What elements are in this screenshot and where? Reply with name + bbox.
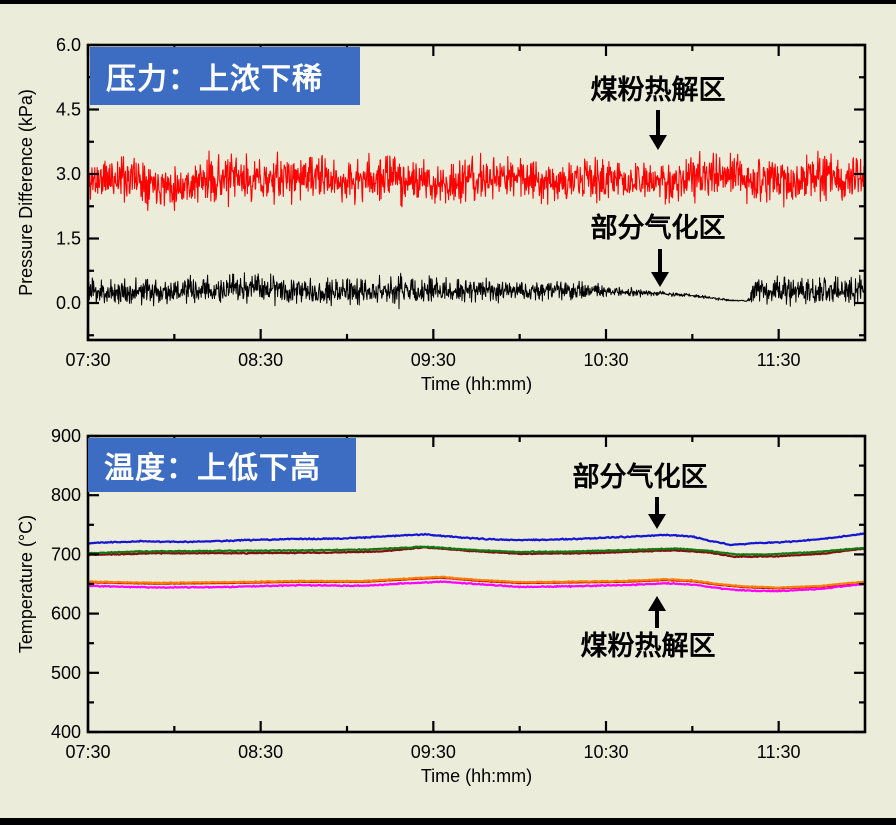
pressure-x-axis-title: Time (hh:mm) <box>421 374 532 394</box>
down-arrow-head <box>649 135 667 150</box>
x-tick-label: 08:30 <box>238 350 283 370</box>
y-tick-label: 400 <box>51 722 81 742</box>
x-tick-label: 08:30 <box>238 742 283 762</box>
series-temp-maroon <box>88 545 865 559</box>
top-edge-bar <box>0 0 896 4</box>
series-gasification-zone-pressure <box>88 272 865 310</box>
annotation-label-1: 部分气化区 <box>591 212 726 243</box>
y-tick-label: 900 <box>51 426 81 446</box>
temperature-x-axis-title: Time (hh:mm) <box>421 766 532 786</box>
x-tick-label: 10:30 <box>583 742 628 762</box>
x-tick-label: 09:30 <box>411 742 456 762</box>
bottom-edge-bar <box>0 818 896 825</box>
annotation-label-0: 部分气化区 <box>573 461 708 492</box>
annotation-label-0: 煤粉热解区 <box>591 75 726 105</box>
temperature-series-group <box>88 532 865 593</box>
y-tick-label: 800 <box>51 485 81 505</box>
y-tick-label: 500 <box>51 663 81 683</box>
y-tick-label: 700 <box>51 544 81 564</box>
annotation-label-1: 煤粉热解区 <box>581 631 716 661</box>
series-temp-magenta <box>88 580 865 593</box>
x-tick-label: 11:30 <box>757 742 801 762</box>
y-tick-label: 6.0 <box>56 35 81 55</box>
series-pyrolysis-zone-pressure <box>88 150 865 212</box>
y-tick-label: 600 <box>51 604 81 624</box>
temperature-badge-label: 温度：上低下高 <box>104 452 321 485</box>
pressure-series-group <box>88 150 865 310</box>
pressure-chart-badge: 压力：上浓下稀 <box>90 47 360 105</box>
series-temp-blue <box>88 532 865 547</box>
pressure-badge-label: 压力：上浓下稀 <box>106 63 323 96</box>
down-arrow-head <box>651 272 669 287</box>
x-tick-label: 07:30 <box>65 742 110 762</box>
down-arrow-head <box>648 514 666 529</box>
temperature-chart-badge: 温度：上低下高 <box>88 438 356 492</box>
x-tick-label: 09:30 <box>411 350 456 370</box>
temperature-y-axis-title: Temperature (°C) <box>16 515 36 653</box>
temperature-chart-svg: 07:30 08:30 09:30 10:30 11:30 400 500 600 700 800… <box>16 426 867 786</box>
y-tick-label: 4.5 <box>56 100 81 120</box>
x-tick-label: 10:30 <box>583 350 628 370</box>
y-tick-label: 0.0 <box>56 293 81 313</box>
temperature-plot-frame <box>86 434 867 734</box>
y-tick-label: 1.5 <box>56 229 81 249</box>
pressure-chart-svg: 07:30 08:30 09:30 10:30 11:30 0.0 1.5 3.0 4.5 6.0… <box>16 35 867 394</box>
x-tick-label: 07:30 <box>65 350 110 370</box>
x-tick-label: 11:30 <box>757 350 801 370</box>
series-temp-green <box>88 545 865 557</box>
pressure-y-axis-title: Pressure Difference (kPa) <box>16 89 36 296</box>
pressure-plot-frame <box>86 43 867 342</box>
series-temp-orange <box>88 575 865 589</box>
up-arrow-head <box>648 596 666 611</box>
y-tick-label: 3.0 <box>56 164 81 184</box>
